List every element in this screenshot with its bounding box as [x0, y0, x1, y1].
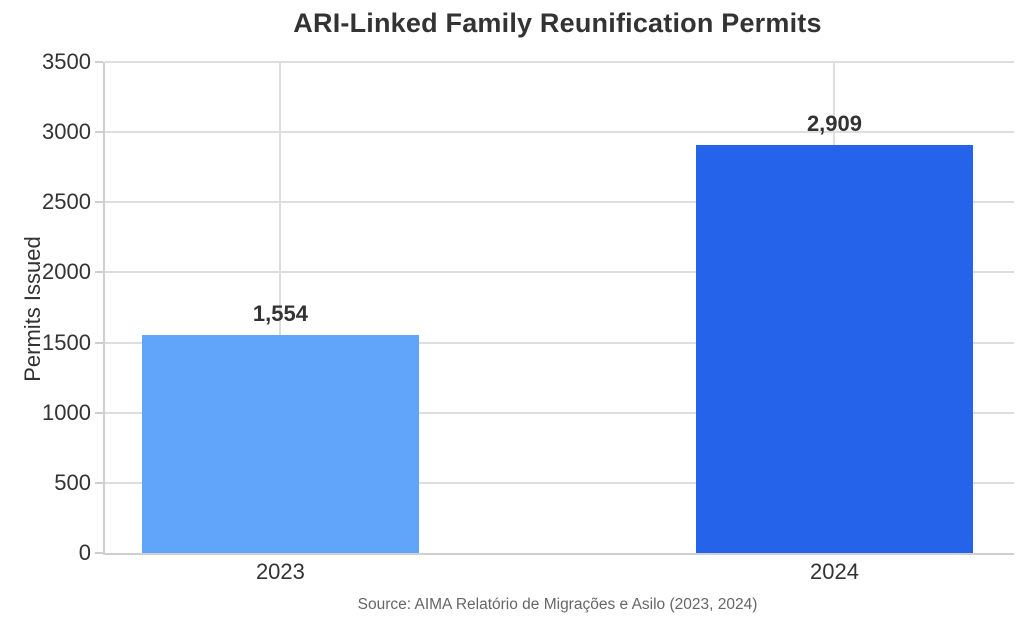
y-tick-mark-0	[95, 552, 103, 554]
y-gridline-500	[105, 481, 1014, 484]
source-note: Source: AIMA Relatório de Migrações e As…	[357, 596, 758, 613]
y-tick-label-2000: 2000	[42, 259, 91, 285]
y-tick-mark-1000	[95, 411, 103, 414]
x-tick-label-2024: 2024	[809, 559, 859, 584]
x-gridline-2023	[279, 62, 282, 553]
y-tick-mark-3000	[95, 131, 103, 134]
y-tick-label-1000: 1000	[42, 399, 91, 425]
bar-2023	[141, 335, 419, 553]
y-tick-mark-2500	[95, 201, 103, 204]
y-gridline-2500	[105, 201, 1014, 204]
y-gridline-3000	[105, 131, 1014, 134]
y-axis-label: Permits Issued	[20, 236, 45, 382]
plot-area: 0 500 1000 1500 2000 2500 3000 3500 1,554 2023 2,9…	[42, 50, 1014, 584]
y-tick-label-3000: 3000	[42, 119, 91, 145]
y-tick-label-1500: 1500	[42, 329, 91, 355]
y-gridline-1500	[105, 341, 1014, 344]
y-tick-mark-2000	[95, 271, 103, 274]
y-gridline-3500	[105, 61, 1014, 63]
y-tick-label-2500: 2500	[42, 189, 91, 215]
bar-2024	[695, 144, 973, 553]
x-tick-label-2023: 2023	[255, 559, 305, 584]
chart-title: ARI-Linked Family Reunification Permits	[293, 8, 822, 38]
bar-value-label-2023: 1,554	[252, 300, 308, 326]
y-tick-mark-500	[95, 481, 103, 484]
y-gridline-2000	[105, 271, 1014, 274]
y-tick-mark-3500	[95, 61, 103, 63]
y-gridline-1000	[105, 411, 1014, 414]
y-tick-label-500: 500	[54, 469, 91, 495]
y-tick-label-0: 0	[78, 540, 91, 565]
bar-value-label-2024: 2,909	[806, 110, 862, 136]
y-tick-label-3500: 3500	[42, 49, 91, 74]
y-tick-mark-1500	[95, 341, 103, 344]
